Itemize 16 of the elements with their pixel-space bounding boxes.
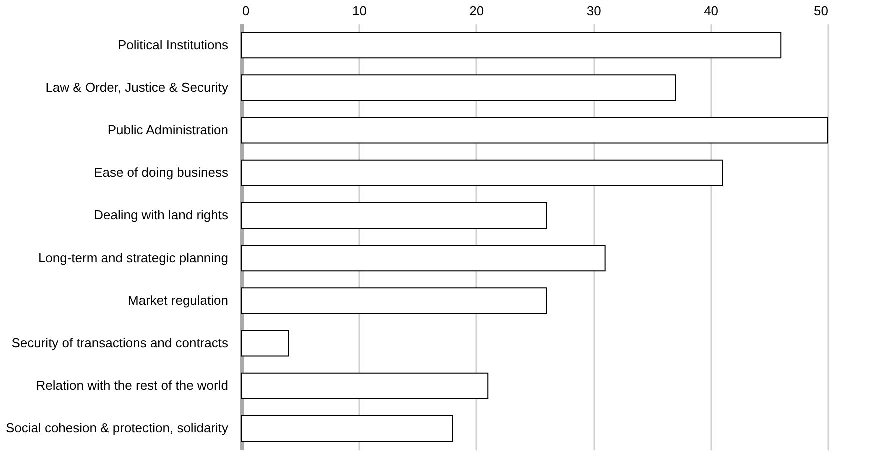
x-tick-label: 30 <box>586 4 602 18</box>
y-tick-label: Political Institutions <box>118 37 229 52</box>
y-tick-label: Market regulation <box>128 292 228 308</box>
y-tick-label: Security of transactions and contracts <box>12 336 229 350</box>
y-tick-label: Law & Order, Justice & Security <box>46 80 229 95</box>
x-tick-label: 0 <box>242 4 250 18</box>
x-tick-label: 40 <box>704 4 719 18</box>
y-tick-label: Relation with the rest of the world <box>36 378 228 394</box>
y-tick-label: Public Administration <box>108 122 228 138</box>
y-tick-label: Ease of doing business <box>94 165 229 180</box>
y-tick-label: Long-term and strategic planning <box>38 250 228 266</box>
x-tick-label: 20 <box>470 4 484 18</box>
y-tick-label: Social cohesion & protection, solidarity <box>6 420 229 436</box>
x-tick-label: 10 <box>352 4 367 18</box>
y-tick-label: Dealing with land rights <box>94 208 229 223</box>
x-tick-label: 50 <box>814 4 828 18</box>
